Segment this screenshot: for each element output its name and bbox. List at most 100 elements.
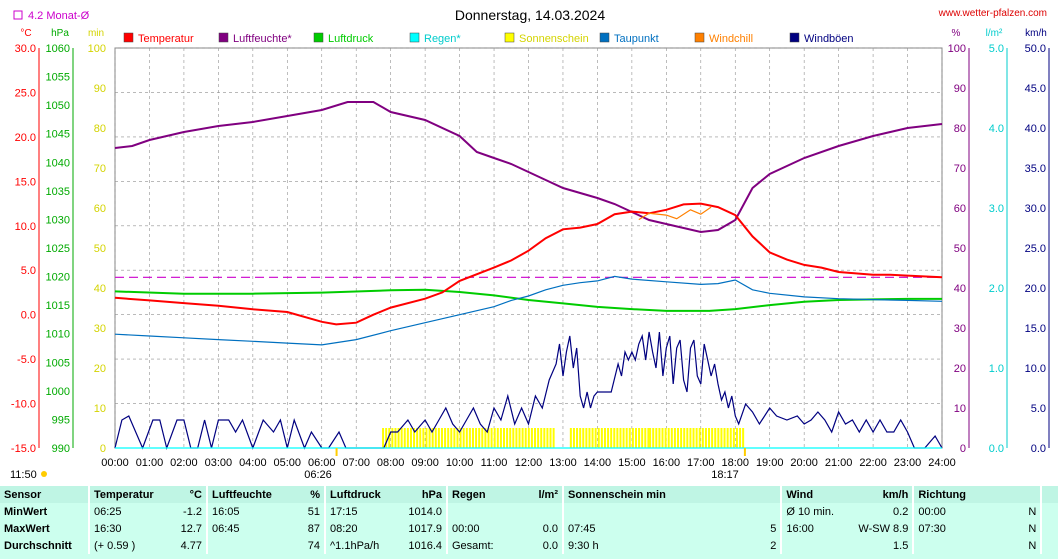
x-tick-label: 06:00 [308, 457, 336, 469]
sunshine-bar [588, 428, 591, 448]
sunshine-bar [729, 428, 732, 448]
sunshine-bar [493, 428, 496, 448]
sunshine-bar [515, 428, 518, 448]
left-tick-label: 1035 [46, 186, 70, 198]
sunshine-bar [658, 428, 661, 448]
dir-value: N [1028, 539, 1037, 552]
sunshine-bar [720, 428, 723, 448]
left-tick-label: 20.0 [15, 132, 36, 144]
sunshine-bar [600, 428, 603, 448]
left-tick-label: 90 [94, 83, 106, 95]
sunshine-bar [462, 428, 465, 448]
row-label: MaxWert [4, 522, 50, 535]
right-tick-label: 40.0 [1025, 123, 1046, 135]
right-tick-label: 10 [954, 403, 966, 415]
sunshine-bar [686, 428, 689, 448]
hum-header: Luftfeuchte [206, 486, 282, 503]
sunshine-bar [499, 428, 502, 448]
series-line [114, 331, 943, 451]
press-value: 1016.4 [408, 539, 442, 552]
wind-value: 0.2 [893, 505, 909, 518]
dir-header: Richtung [912, 486, 983, 503]
left-tick-label: 15.0 [15, 176, 36, 188]
sunshine-bar [585, 428, 588, 448]
sunshine-bar [603, 428, 606, 448]
series-line [114, 202, 943, 326]
sunshine-bar [732, 428, 735, 448]
sunshine-bar [530, 428, 533, 448]
x-tick-label: 07:00 [342, 457, 370, 469]
wind-value: W-SW 8.9 [858, 522, 909, 535]
rain-time: 00:00 [446, 520, 514, 537]
sunshine-bar [739, 428, 742, 448]
dir-time [912, 537, 983, 554]
wind-value: 1.5 [893, 539, 909, 552]
x-tick-label: 03:00 [205, 457, 233, 469]
daylight-sun-icon [41, 471, 47, 477]
sunshine-bar [664, 428, 667, 448]
x-tick-label: 02:00 [170, 457, 198, 469]
sunshine-bar [619, 428, 622, 448]
right-tick-label: 15.0 [1025, 323, 1046, 335]
site-link[interactable]: www.wetter-pfalzen.com [938, 8, 1047, 19]
dir-time: 07:30 [912, 520, 983, 537]
right-tick-label: 45.0 [1025, 83, 1046, 95]
sunshine-bar [546, 428, 549, 448]
sunshine-bar [677, 428, 680, 448]
right-tick-label: 30 [954, 323, 966, 335]
right-tick-label: 0.0 [1031, 443, 1046, 455]
sun-value: 2 [770, 539, 777, 552]
legend-swatch [599, 32, 610, 43]
left-tick-label: 0 [100, 443, 106, 455]
x-tick-label: 04:00 [239, 457, 267, 469]
sunshine-bar [695, 428, 698, 448]
sunshine-bar [425, 428, 428, 448]
sunshine-bar [478, 428, 481, 448]
x-tick-label: 09:00 [411, 457, 439, 469]
press-header: Luftdruck [324, 486, 398, 503]
dir-header-spacer [982, 486, 1042, 503]
sunshine-bar [607, 428, 610, 448]
sunshine-bar [723, 428, 726, 448]
sunshine-bar [628, 428, 631, 448]
left-tick-label: 5.0 [21, 265, 36, 277]
chart-axes: 00:00 01:00 02:00 03:00 04:00 05:00 06:00 07:00… [11, 28, 1050, 469]
sunshine-bar [667, 428, 670, 448]
right-tick-label: 90 [954, 83, 966, 95]
sunshine-bar [481, 428, 484, 448]
sunset-label: 18:17 [711, 469, 739, 481]
legend-label: Regen* [424, 33, 461, 45]
hum-value: 74 [307, 539, 320, 552]
series-line [638, 206, 712, 221]
stats-header-row: Sensor Temperatur °C Luftfeuchte % Luftd… [0, 486, 1058, 503]
sunshine-bar [524, 428, 527, 448]
right-tick-label: 20 [954, 363, 966, 375]
left-axis-unit: min [88, 28, 104, 39]
sunshine-bar [394, 428, 397, 448]
row-label: MinWert [4, 505, 48, 518]
right-axis-unit: % [952, 28, 961, 39]
sunshine-bar [576, 428, 579, 448]
press-value: 1014.0 [408, 505, 442, 518]
sun-header: Sonnenschein min [561, 486, 782, 503]
left-tick-label: 30 [94, 323, 106, 335]
rain-value: 0.0 [542, 539, 558, 552]
left-tick-label: 1040 [46, 157, 70, 169]
stats-panel: Sensor Temperatur °C Luftfeuchte % Luftd… [0, 486, 1058, 559]
legend-swatch [313, 32, 324, 43]
left-axis-unit: °C [20, 28, 31, 39]
right-tick-label: 10.0 [1025, 363, 1046, 375]
temp-value: 12.7 [180, 522, 202, 535]
sunshine-bar [503, 428, 506, 448]
dir-value: N [1028, 522, 1037, 535]
x-tick-label: 11:00 [481, 457, 508, 469]
x-tick-label: 01:00 [136, 457, 164, 469]
series-line [114, 288, 942, 312]
sunshine-bar [527, 428, 530, 448]
sunshine-bar [444, 428, 447, 448]
sunshine-bar [701, 428, 704, 448]
sun-value [721, 503, 781, 520]
left-axis-unit: hPa [51, 28, 69, 39]
left-tick-label: 1015 [46, 300, 70, 312]
sunshine-bar [708, 428, 711, 448]
